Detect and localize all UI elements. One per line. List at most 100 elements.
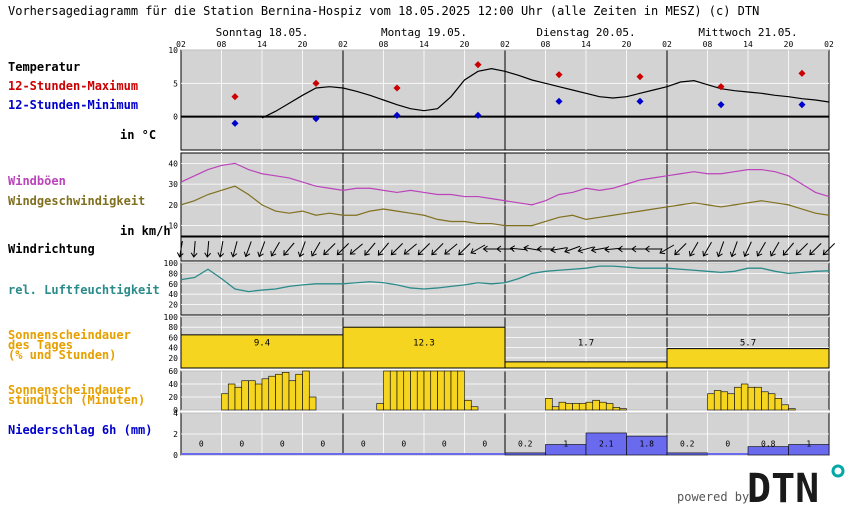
wind-arrow-head (782, 250, 789, 256)
wind-arrow-head (297, 251, 305, 258)
dtn-logo-dot (831, 464, 845, 478)
precip-label: 1 (806, 439, 811, 448)
wind-legend: Windgeschwindigkeit (8, 194, 145, 208)
hour-tick-label: 08 (217, 40, 227, 49)
y-tick-label: 40 (168, 290, 178, 299)
wind-arrow-shaft (757, 241, 766, 257)
hour-tick-label: 20 (622, 40, 632, 49)
precip-label: 0 (199, 439, 204, 448)
gust-legend: Windböen (8, 174, 66, 188)
wind-arrow-shaft (822, 242, 836, 256)
sun-hourly-bar (410, 370, 418, 411)
wind-arrow-shaft (417, 242, 431, 256)
wind-arrow-head (509, 245, 516, 253)
wind-arrow-shaft (689, 241, 699, 257)
wind-arrow-shaft (206, 240, 210, 258)
sun-hourly-bar (443, 370, 452, 411)
wind-arrow-head (243, 251, 251, 258)
wind-arrow-shaft (431, 242, 444, 256)
wind-arrow-head (729, 251, 737, 258)
precip-label: 0 (401, 439, 406, 448)
sun-daily-label: 1.7 (578, 339, 594, 349)
wind-arrow-head (283, 250, 289, 256)
precip-label: 0 (280, 439, 285, 448)
wind-arrow-head (688, 250, 695, 257)
temperature-label: Temperatur (8, 60, 80, 74)
min-marker (312, 115, 320, 123)
wind-arrow-head (743, 251, 750, 258)
wind-arrow (644, 245, 662, 253)
wind-arrow (795, 242, 809, 256)
sun-hourly-bar (241, 380, 249, 411)
sun-hourly-bar (619, 408, 627, 411)
sun-hourly-bar (761, 391, 769, 411)
y-tick-label: 0 (173, 113, 178, 122)
precip-label: 2.1 (599, 439, 614, 448)
sun-daily-bar (666, 348, 830, 369)
wind-arrow (190, 240, 198, 258)
gust-line (180, 162, 830, 206)
wind-arrow (470, 244, 486, 255)
wind-arrow-shaft (390, 242, 404, 256)
sun-hourly-bar (612, 407, 621, 411)
wind-arrow-head (702, 250, 709, 257)
wind-arrow-head (659, 248, 666, 255)
wind-arrow (444, 243, 458, 255)
sun-hourly-bar (450, 370, 459, 411)
min-marker (393, 111, 401, 119)
sun-hourly-bar (376, 403, 384, 411)
precip-label: 0 (320, 439, 325, 448)
wind-arrow (688, 241, 699, 257)
wind-arrow-head (336, 249, 343, 256)
min-marker (636, 97, 644, 105)
temp-unit: in °C (120, 128, 156, 142)
wind-arrow (659, 244, 675, 255)
wind-arrow-shaft (770, 241, 780, 257)
wind-arrow (743, 241, 752, 258)
sun-hourly-bar (389, 370, 398, 411)
y-tick-label: 60 (168, 333, 178, 342)
sun-hourly-bar (545, 397, 553, 411)
wind-unit: in km/h (120, 224, 171, 238)
sun-hourly-bar (578, 403, 587, 411)
sun-hourly-bar (470, 406, 479, 411)
sun-hourly-bar (227, 383, 236, 411)
sun-daily-label: 5.7 (740, 339, 756, 349)
hour-tick-labels: 02 08 14 20 02 08 14 20 02 08 14 20 02 08 14 20 02 (176, 40, 834, 49)
wind-arrow-shaft (458, 242, 471, 256)
hour-tick-label: 14 (581, 40, 591, 49)
sun-hourly-bar (774, 397, 783, 411)
sun-hourly-bar (430, 370, 438, 411)
y-tick-label: 100 (164, 313, 179, 322)
hour-tick-label: 02 (662, 40, 672, 49)
wind-arrow-shaft (245, 241, 252, 257)
precip-label: 0 (361, 439, 366, 448)
wind-arrow-shaft (564, 245, 581, 253)
y-tick-label: 60 (168, 367, 178, 376)
min-marker (231, 119, 239, 127)
sun-hourly-bar (747, 386, 756, 411)
wind-speed-line (180, 185, 830, 227)
wind-arrow-head (795, 249, 802, 256)
y-tick-label: 100 (164, 259, 179, 268)
wind-arrow-head (230, 251, 238, 258)
powered-by-text: powered by (677, 490, 749, 504)
min-marker (717, 101, 725, 109)
wind-arrow-shaft (299, 241, 306, 257)
precip-label: 0.8 (761, 439, 776, 448)
wind-arrow (349, 243, 363, 255)
wind-arrow (390, 242, 404, 256)
wind-arrow (674, 242, 687, 256)
wind-arrow-head (769, 250, 776, 257)
wind-arrow (417, 242, 431, 256)
hour-tick-label: 02 (338, 40, 348, 49)
wind-arrow-shaft (444, 243, 458, 255)
y-tick-label: 40 (168, 380, 178, 389)
sun-hourly-bar (592, 399, 600, 411)
wind-arrow (403, 243, 417, 255)
wind-arrow (336, 242, 350, 256)
sun-hourly-bar (551, 406, 560, 411)
wind-arrow (270, 241, 280, 257)
wind-arrow (323, 242, 336, 256)
sun-hourly-bar (221, 393, 229, 411)
